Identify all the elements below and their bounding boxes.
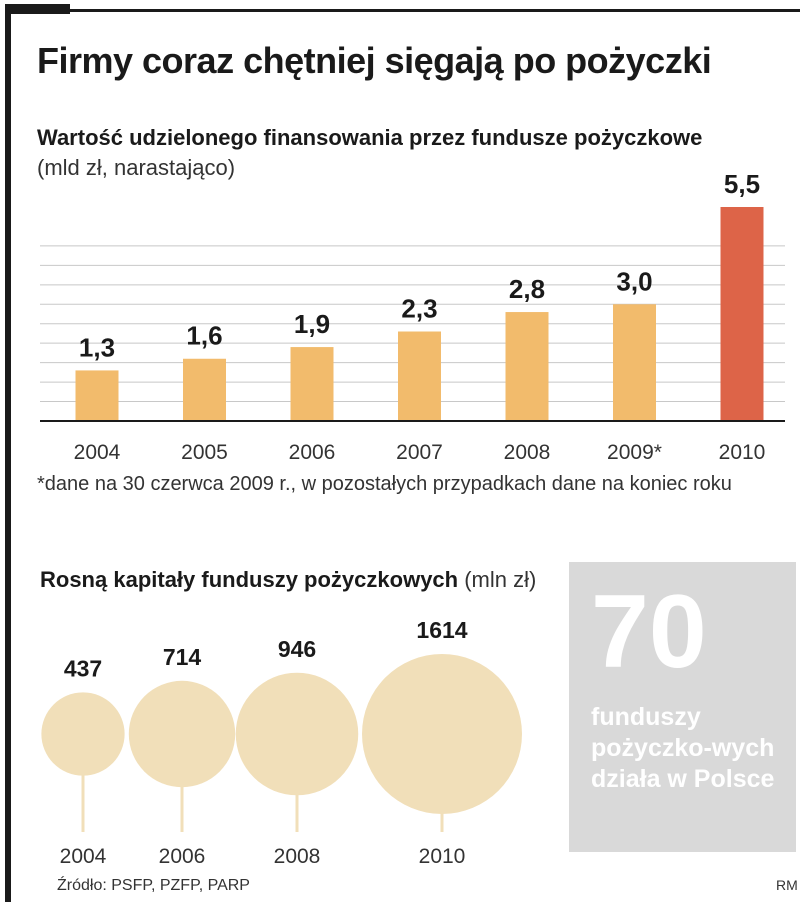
bar-value-label: 2,3 bbox=[401, 294, 437, 324]
x-tick-label: 2006 bbox=[289, 441, 336, 464]
bar-value-label: 5,5 bbox=[724, 169, 760, 199]
bubble-value-label: 1614 bbox=[416, 617, 467, 643]
fund-count-text: funduszy pożyczko-wych działa w Polsce bbox=[591, 703, 775, 793]
source-note: Źródło: PSFP, PZFP, PARP bbox=[57, 877, 250, 894]
bar-chart-title: Wartość udzielonego finansowania przez f… bbox=[37, 125, 703, 150]
bar-value-label: 1,9 bbox=[294, 309, 330, 339]
footnote: *dane na 30 czerwca 2009 r., w pozostały… bbox=[37, 473, 732, 495]
bubble-chart-title: Rosną kapitały funduszy pożyczkowych (ml… bbox=[40, 565, 536, 595]
bubble-value-label: 714 bbox=[163, 644, 202, 670]
bubble-chart-unit: (mln zł) bbox=[464, 567, 537, 592]
bubble-value-label: 946 bbox=[278, 636, 316, 662]
bubble-year-label: 2008 bbox=[274, 845, 321, 868]
fund-count-box: 70 funduszy pożyczko-wych działa w Polsc… bbox=[569, 562, 796, 852]
x-tick-label: 2008 bbox=[504, 441, 551, 464]
bubble-value-label: 437 bbox=[64, 655, 102, 681]
bubble-2006 bbox=[128, 680, 236, 788]
bar-chart-unit: (mld zł, narastająco) bbox=[37, 155, 236, 180]
bubble-chart-title-text: Rosną kapitały funduszy pożyczkowych bbox=[40, 567, 459, 592]
bar-2010 bbox=[720, 207, 764, 421]
headline: Firmy coraz chętniej sięgają po pożyczki bbox=[37, 40, 712, 81]
bubble-2010 bbox=[362, 654, 522, 814]
fund-count-number: 70 bbox=[591, 574, 707, 690]
x-tick-label: 2009* bbox=[607, 441, 662, 464]
x-tick-label: 2004 bbox=[74, 441, 121, 464]
bar-value-label: 2,8 bbox=[509, 274, 545, 304]
author-initials: RM bbox=[776, 877, 798, 893]
bar-chart: 1,3 2004 1,6 2005 1,9 2006 2,3 2007 2,8 2008 3,0 20… bbox=[40, 169, 785, 464]
bubble-year-label: 2004 bbox=[60, 845, 107, 868]
x-tick-label: 2007 bbox=[396, 441, 443, 464]
bar-value-label: 1,3 bbox=[79, 332, 115, 362]
bar-2006 bbox=[290, 347, 334, 421]
x-tick-label: 2010 bbox=[719, 441, 766, 464]
bubble-2008 bbox=[235, 672, 359, 796]
bubble-year-label: 2010 bbox=[419, 845, 466, 868]
bubble-chart: 437 2004 714 2006 946 2008 1614 2010 bbox=[41, 617, 522, 868]
bubble-year-label: 2006 bbox=[159, 845, 206, 868]
frame-top-border bbox=[5, 9, 800, 12]
bar-2004 bbox=[75, 370, 119, 421]
bar-value-label: 1,6 bbox=[186, 321, 222, 351]
bubble-2004 bbox=[41, 692, 125, 776]
bar-value-label: 3,0 bbox=[616, 266, 652, 296]
x-tick-label: 2005 bbox=[181, 441, 228, 464]
bar-2007 bbox=[398, 331, 441, 421]
bar-2009 bbox=[613, 304, 656, 421]
bar-2008 bbox=[505, 312, 549, 421]
bar-2005 bbox=[183, 358, 226, 421]
frame-left-border bbox=[5, 4, 11, 902]
